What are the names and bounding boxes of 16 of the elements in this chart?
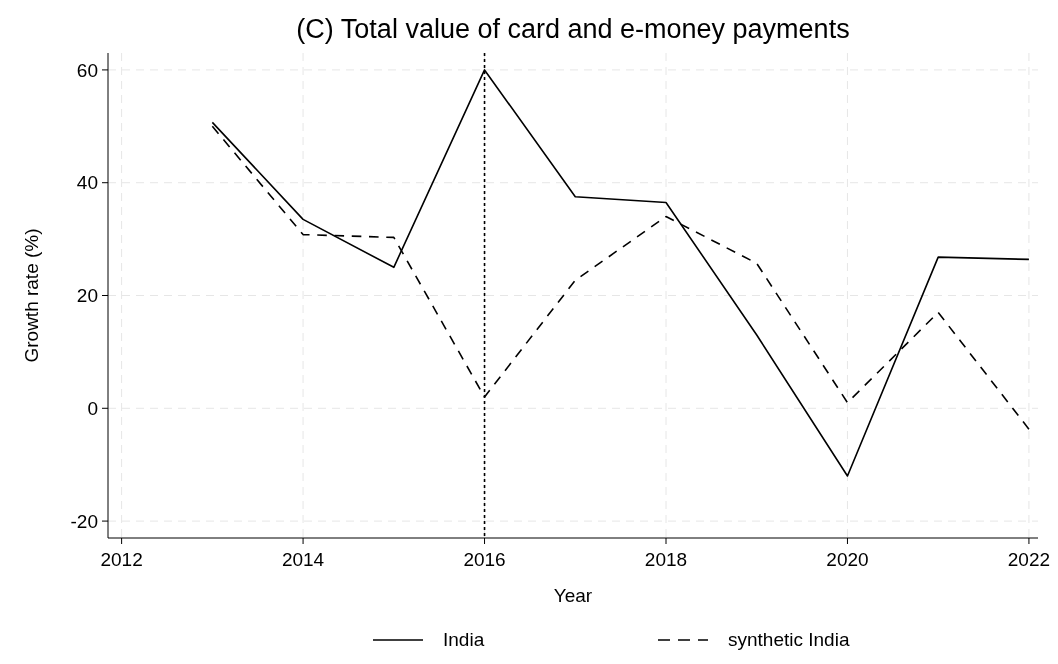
x-tick-label: 2016 — [463, 549, 506, 570]
y-tick-label: 40 — [76, 172, 98, 194]
x-tick-label: 2022 — [1007, 549, 1051, 570]
x-tick-label: 2014 — [281, 549, 325, 570]
legend-label: synthetic India — [728, 629, 850, 650]
y-tick-label: 0 — [87, 397, 98, 419]
y-tick-label: -20 — [70, 510, 98, 532]
x-tick-label: 2020 — [826, 549, 869, 570]
y-axis-title: Growth rate (%) — [21, 228, 42, 363]
x-tick-label: 2012 — [100, 549, 143, 570]
x-tick-label: 2018 — [644, 549, 688, 570]
legend-label: India — [443, 629, 485, 650]
y-tick-label: 20 — [76, 285, 98, 307]
x-axis-title: Year — [553, 585, 593, 606]
y-tick-label: 60 — [76, 59, 98, 81]
chart-title: (C) Total value of card and e-money payments — [296, 14, 850, 44]
